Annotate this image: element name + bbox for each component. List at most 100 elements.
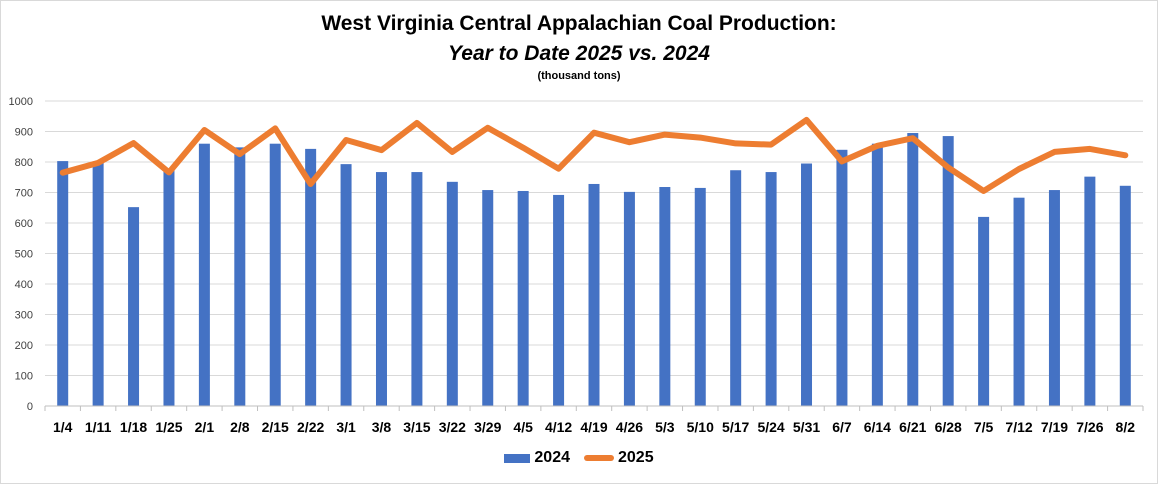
y-tick-label: 300: [15, 310, 33, 322]
point-2025: [876, 145, 878, 147]
point-2025: [558, 168, 560, 170]
x-tick-label: 5/17: [722, 419, 749, 435]
point-2025: [947, 166, 949, 168]
bar-2024: [340, 164, 352, 406]
point-2025: [983, 190, 985, 192]
x-tick-label: 5/3: [655, 419, 675, 435]
bar-2024: [482, 190, 494, 406]
point-2025: [770, 144, 772, 146]
x-tick-label: 2/1: [195, 419, 215, 435]
x-tick-label: 6/21: [899, 419, 926, 435]
x-tick-label: 3/15: [403, 419, 430, 435]
chart-subtitle: Year to Date 2025 vs. 2024: [448, 42, 710, 65]
bar-2024: [907, 133, 919, 406]
bar-2024: [517, 190, 529, 406]
point-2025: [1053, 151, 1055, 153]
y-tick-label: 400: [15, 279, 33, 291]
point-2025: [274, 127, 276, 129]
bar-2024: [871, 143, 883, 406]
bar-2024: [1048, 190, 1060, 406]
point-2025: [735, 142, 737, 144]
bar-2024: [57, 161, 69, 406]
bar-2024: [1013, 197, 1025, 406]
bar-2024: [163, 169, 175, 406]
x-tick-label: 1/11: [85, 419, 112, 435]
point-2025: [806, 119, 808, 121]
x-tick-label: 7/5: [974, 419, 994, 435]
bars-2024: [57, 133, 1131, 407]
legend-swatch-2025: [584, 455, 614, 461]
bar-2024: [446, 181, 458, 406]
bar-2024: [375, 172, 387, 406]
bar-2024: [411, 172, 423, 406]
point-2025: [310, 183, 312, 185]
series-line-2025: [59, 116, 1129, 194]
bar-2024: [978, 216, 990, 406]
x-tick-label: 1/18: [120, 419, 147, 435]
point-2025: [522, 147, 524, 149]
point-2025: [1124, 154, 1126, 156]
bar-2024: [128, 207, 140, 406]
x-tick-label: 3/29: [474, 419, 501, 435]
bar-2024: [305, 148, 317, 406]
x-tick-label: 3/8: [372, 419, 392, 435]
x-tick-label: 2/8: [230, 419, 250, 435]
bar-2024: [694, 187, 706, 406]
x-tick-label: 7/26: [1076, 419, 1103, 435]
x-tick-label: 2/15: [262, 419, 289, 435]
point-2025: [664, 134, 666, 136]
bar-2024: [234, 147, 246, 407]
bar-2024: [1084, 176, 1096, 406]
point-2025: [841, 160, 843, 162]
y-tick-label: 500: [15, 249, 33, 261]
bar-2024: [942, 136, 954, 406]
x-tick-label: 6/7: [832, 419, 852, 435]
point-2025: [416, 122, 418, 124]
point-2025: [912, 137, 914, 139]
bar-2024: [269, 143, 281, 406]
point-2025: [380, 149, 382, 151]
line-2025: [59, 116, 1129, 194]
x-tick-label: 4/5: [513, 419, 533, 435]
x-tick-label: 6/28: [935, 419, 962, 435]
point-2025: [487, 127, 489, 129]
point-2025: [345, 139, 347, 141]
point-2025: [451, 151, 453, 153]
point-2025: [133, 142, 135, 144]
x-tick-label: 3/22: [439, 419, 466, 435]
bar-2024: [730, 170, 742, 406]
point-2025: [1089, 148, 1091, 150]
x-tick-label: 4/19: [580, 419, 607, 435]
y-tick-label: 1000: [9, 96, 33, 108]
bar-2024: [588, 183, 600, 406]
x-tick-label: 7/19: [1041, 419, 1068, 435]
point-2025: [97, 162, 99, 164]
x-tick-label: 1/25: [155, 419, 182, 435]
bar-2024: [836, 149, 848, 407]
x-tick-label: 6/14: [864, 419, 891, 435]
y-tick-label: 0: [27, 401, 33, 413]
legend: 2024 2025: [0, 449, 1158, 467]
bar-2024: [92, 161, 104, 406]
bar-2024: [765, 172, 777, 406]
point-2025: [203, 129, 205, 131]
point-2025: [168, 171, 170, 173]
point-2025: [1018, 168, 1020, 170]
legend-item-2025: 2025: [584, 449, 654, 467]
y-tick-label: 100: [15, 371, 33, 383]
chart-title: West Virginia Central Appalachian Coal P…: [321, 12, 837, 35]
legend-label-2024: 2024: [534, 449, 570, 466]
legend-item-2024: 2024: [504, 449, 570, 467]
x-tick-label: 7/12: [1005, 419, 1032, 435]
bar-2024: [623, 191, 635, 406]
x-tick-label: 8/2: [1116, 419, 1136, 435]
x-tick-label: 4/12: [545, 419, 572, 435]
x-tick-label: 5/31: [793, 419, 820, 435]
bar-2024: [659, 187, 671, 406]
chart-units: (thousand tons): [537, 70, 621, 82]
y-tick-label: 900: [15, 127, 33, 139]
point-2025: [628, 141, 630, 143]
point-2025: [62, 172, 64, 174]
